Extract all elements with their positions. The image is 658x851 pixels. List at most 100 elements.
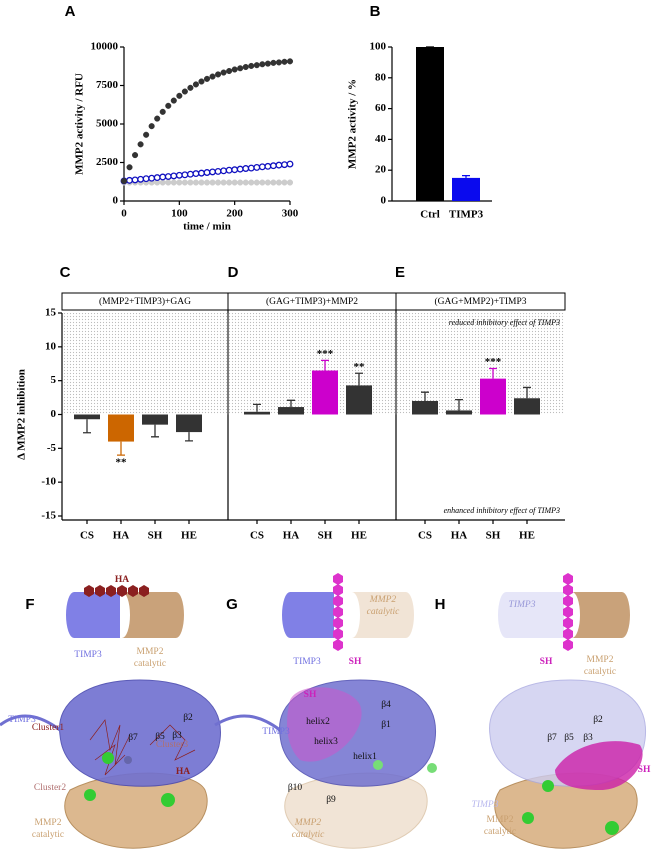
data-point — [220, 167, 228, 175]
data-point — [170, 97, 177, 104]
x-tick-label: Ctrl — [420, 209, 440, 221]
structure-label: MMP2 — [137, 647, 164, 657]
data-point — [126, 164, 133, 171]
schematic-h — [498, 573, 630, 651]
data-point — [215, 179, 222, 186]
data-point — [192, 170, 200, 178]
data-point — [242, 165, 250, 172]
y-tick-label: 5 — [51, 374, 57, 386]
y-tick-label: 80 — [375, 71, 387, 83]
structure-label: Cluster3 — [156, 740, 188, 750]
data-point — [231, 166, 239, 174]
structure-label: TIMP3 — [509, 600, 536, 610]
data-point — [181, 88, 188, 95]
data-point — [281, 179, 288, 186]
y-tick-label: -15 — [41, 510, 56, 522]
data-point — [242, 179, 249, 186]
x-tick-label: HE — [181, 530, 197, 542]
structure-label: β7 — [128, 733, 138, 743]
structure-label: MMP2 — [587, 655, 614, 665]
panel-letter: C — [60, 264, 71, 281]
structure-label: MMP2 — [369, 595, 397, 605]
data-point — [164, 173, 172, 180]
data-point — [236, 165, 244, 173]
data-point — [203, 179, 211, 186]
structure-label: catalytic — [134, 659, 166, 669]
bar — [446, 410, 472, 415]
x-tick-label: SH — [148, 530, 163, 542]
data-point — [120, 177, 128, 185]
data-point — [286, 179, 294, 186]
bar — [412, 400, 438, 415]
data-point — [203, 169, 211, 176]
y-tick-label: 0 — [51, 408, 57, 420]
x-axis-label: time / min — [183, 221, 231, 233]
panel-letter: E — [395, 264, 405, 281]
x-tick-label: 0 — [121, 208, 127, 220]
data-point — [253, 62, 260, 69]
data-point — [137, 141, 144, 148]
error-bar — [421, 391, 429, 401]
header: (MMP2+TIMP3)+GAG — [99, 296, 191, 307]
y-axis-label: MMP2 activity / RFU — [74, 73, 86, 175]
data-point — [126, 176, 133, 184]
x-tick-label: HA — [113, 530, 130, 542]
y-tick-label: 2500 — [96, 156, 119, 168]
data-point — [242, 63, 249, 71]
y-tick-label: 40 — [375, 133, 387, 145]
x-tick-label: CS — [80, 530, 94, 542]
data-point — [275, 179, 282, 186]
structure-label: Cluster1 — [32, 723, 64, 733]
y-tick-label: 100 — [370, 41, 387, 53]
bar — [514, 398, 540, 415]
error-bar — [462, 174, 470, 178]
x-tick-label: HE — [351, 530, 367, 542]
data-point — [209, 168, 216, 176]
y-tick-label: 0 — [113, 195, 119, 207]
structure-label: β10 — [288, 783, 303, 793]
structure-label: TIMP3 — [74, 650, 102, 660]
x-tick-label: TIMP3 — [449, 209, 484, 221]
structure-g — [214, 679, 437, 849]
bar — [176, 414, 202, 433]
structure-label: β9 — [326, 795, 336, 805]
structure-label: SH — [540, 657, 553, 667]
data-point — [286, 58, 294, 65]
structure-label: catalytic — [584, 667, 616, 677]
structure-label: helix3 — [314, 737, 338, 747]
data-point — [203, 75, 211, 82]
structure-label: MMP2 — [487, 815, 514, 825]
header: (GAG+MMP2)+TIMP3 — [435, 296, 527, 307]
y-tick-label: 60 — [375, 102, 387, 114]
data-point — [247, 164, 255, 172]
structure-label: β3 — [172, 731, 182, 741]
panel-letter: G — [226, 596, 238, 613]
y-tick-label: 20 — [375, 164, 387, 176]
error-bar — [185, 432, 193, 442]
y-axis-label: MMP2 activity / % — [347, 79, 359, 169]
data-point — [132, 152, 139, 159]
panel-letter: F — [25, 596, 34, 613]
schematic-g — [282, 573, 414, 651]
structure-f — [0, 679, 221, 849]
data-point — [269, 162, 277, 170]
data-point — [148, 174, 156, 182]
structure-label: TIMP3 — [8, 715, 36, 725]
data-point — [226, 179, 233, 186]
data-point — [214, 167, 222, 175]
structure-label: HA — [115, 575, 129, 585]
bar — [108, 414, 134, 442]
data-point — [253, 179, 260, 186]
y-tick-label: 5000 — [96, 118, 119, 130]
data-point — [187, 179, 194, 186]
data-point — [281, 161, 288, 169]
data-point — [270, 179, 277, 186]
x-tick-label: HA — [451, 530, 468, 542]
y-tick-label: 10000 — [91, 41, 119, 53]
structure-label: SH — [638, 765, 651, 775]
data-point — [264, 179, 271, 186]
bar — [142, 414, 168, 425]
bar — [480, 378, 506, 415]
structure-h — [489, 679, 647, 849]
